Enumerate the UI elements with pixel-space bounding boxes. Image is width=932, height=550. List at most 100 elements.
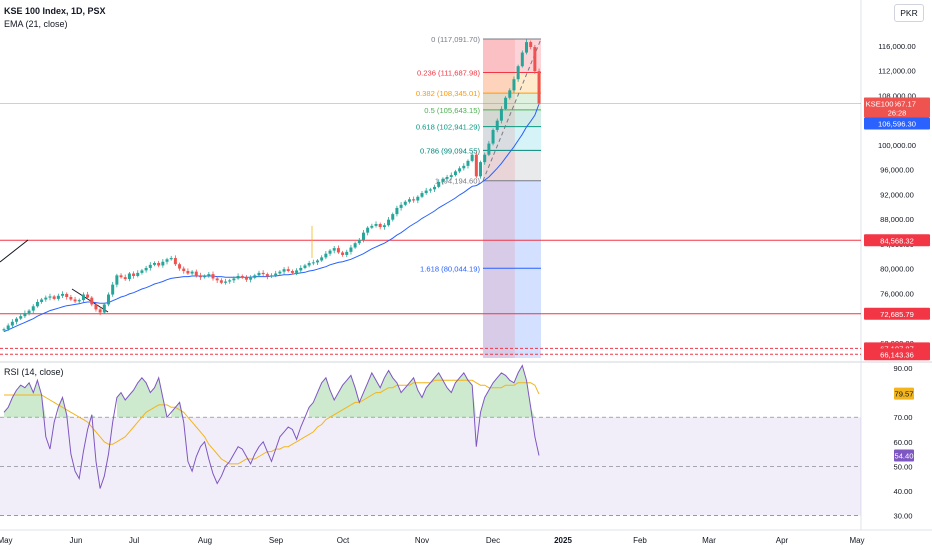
time-axis-tick: Apr <box>776 536 789 545</box>
candle <box>341 250 345 257</box>
rsi-indicator-label[interactable]: RSI (14, close) <box>4 367 64 377</box>
fibonacci-retracement[interactable]: 0 (117,091.70) 0.236 (111,687.98) 0.382 (1… <box>416 35 542 358</box>
rsi-ma-value-bg <box>894 387 914 400</box>
candle <box>508 88 512 100</box>
candle-body <box>483 154 487 163</box>
candles <box>2 39 541 332</box>
candle <box>249 275 253 283</box>
candle <box>119 273 123 279</box>
candle <box>132 271 136 279</box>
candle-body <box>232 278 236 281</box>
candle-body <box>282 269 286 272</box>
candle-body <box>148 264 152 268</box>
candle <box>487 140 491 157</box>
candle <box>15 317 19 325</box>
candle-body <box>520 52 524 67</box>
fib-level-label: 0 (117,091.70) <box>431 35 480 44</box>
candle <box>516 64 520 82</box>
candle-body <box>253 275 257 278</box>
candle-body <box>382 225 386 228</box>
candle-body <box>173 258 177 265</box>
symbol-label[interactable]: KSE100 <box>864 97 895 110</box>
time-axis-tick: Feb <box>633 536 647 545</box>
rsi-value-bg <box>894 449 914 462</box>
trend-lines[interactable] <box>0 239 109 313</box>
candle <box>512 76 516 93</box>
fib-trend-line <box>482 38 542 181</box>
hline-price-label[interactable]: 72,685.79 <box>864 307 930 320</box>
candle-body <box>257 272 261 276</box>
time-axis[interactable]: May Jun Jul Aug Sep Oct Nov Dec 2025 Feb Mar Apr May <box>0 536 865 545</box>
candle <box>244 275 248 282</box>
candle <box>270 273 274 278</box>
candle <box>491 128 495 146</box>
candle-body <box>453 171 457 176</box>
candle-body <box>332 248 336 251</box>
last-price-value: 106,667.17 <box>878 100 916 109</box>
candle <box>466 159 470 169</box>
candle <box>69 294 73 301</box>
candle <box>261 270 265 277</box>
candle-body <box>186 271 190 274</box>
candle-body <box>462 165 466 169</box>
hline-price-label-text: 66,143.36 <box>880 350 914 359</box>
trend-line[interactable] <box>71 288 109 313</box>
candle <box>31 304 35 314</box>
candle-body <box>10 321 14 326</box>
candle-body <box>345 251 349 255</box>
time-axis-tick: 2025 <box>554 536 572 545</box>
candle <box>265 272 269 280</box>
fib-zone <box>483 93 541 110</box>
price-axis[interactable]: 116,000.00 112,000.00 108,000.00 100,000.00… <box>864 42 930 521</box>
candle-body <box>311 262 315 264</box>
candle <box>445 174 449 182</box>
candle <box>19 314 23 321</box>
fib-level-label: 0.5 (105,643.15) <box>424 106 480 115</box>
candle <box>173 255 177 267</box>
candle <box>61 291 65 299</box>
candle <box>412 196 416 203</box>
candle <box>336 245 340 254</box>
candle-body <box>449 175 453 177</box>
candle <box>424 187 428 195</box>
currency-button[interactable]: PKR <box>894 4 924 22</box>
price-axis-tick: 112,000.00 <box>878 67 915 76</box>
ema-indicator-label[interactable]: EMA (21, close) <box>4 19 68 29</box>
grid <box>0 0 932 531</box>
candle <box>370 223 374 230</box>
candle-body <box>157 262 161 266</box>
candle-body <box>341 252 345 255</box>
candle-body <box>86 294 90 298</box>
candle <box>215 276 219 283</box>
fib-zone <box>483 72 541 94</box>
candle-body <box>23 313 27 317</box>
fib-zone <box>483 268 541 358</box>
hline-price-label[interactable]: 66,143.36 <box>864 348 930 361</box>
candle-body <box>35 301 39 307</box>
time-axis-tick: May <box>0 536 13 545</box>
candle-body <box>357 240 361 244</box>
candle <box>73 296 77 304</box>
rsi-axis-tick: 90.00 <box>893 364 912 373</box>
candle-body <box>395 207 399 215</box>
candle-body <box>207 274 211 276</box>
candle-body <box>182 268 186 272</box>
candle <box>98 306 102 316</box>
rsi-ma-value-label[interactable]: 79.57 <box>894 387 914 400</box>
trend-line[interactable] <box>0 239 29 263</box>
ema-price-label[interactable]: 106,596.30 <box>864 117 930 130</box>
candle-body <box>31 306 35 311</box>
hline-price-label[interactable]: 84,568.32 <box>864 234 930 247</box>
candle-body <box>161 261 165 266</box>
candle-body <box>69 297 73 300</box>
candle-body <box>127 273 131 280</box>
candle <box>6 323 10 331</box>
candle-body <box>274 273 278 276</box>
rsi-value-label[interactable]: 54.40 <box>894 449 914 462</box>
candle <box>499 106 503 124</box>
candle <box>462 163 466 171</box>
horizontal-lines[interactable] <box>0 103 861 355</box>
candle-body <box>336 248 340 253</box>
candle <box>399 202 403 211</box>
